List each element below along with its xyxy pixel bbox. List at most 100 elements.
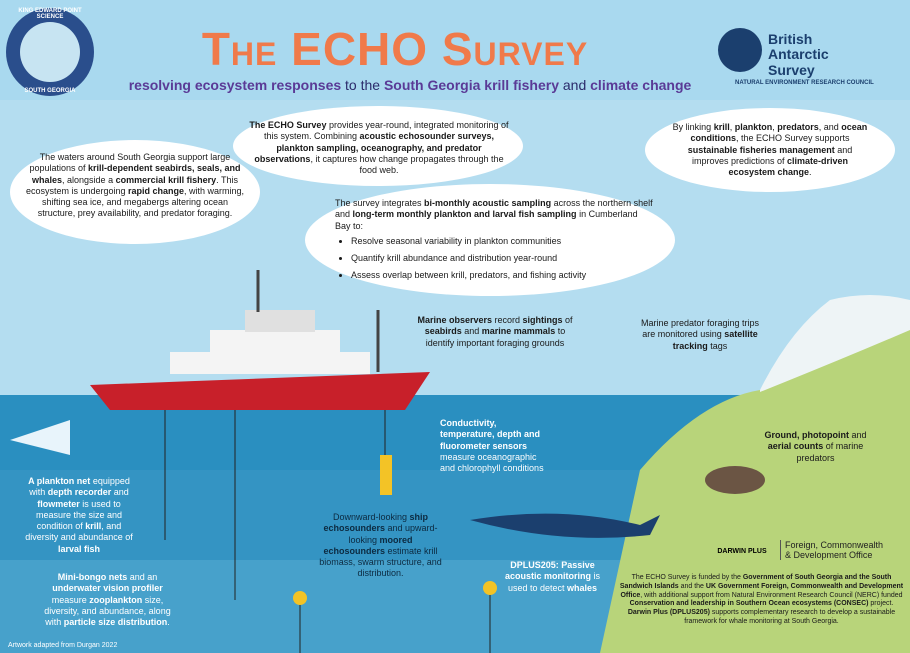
text: tags <box>707 340 728 351</box>
bold-text: seabirds <box>424 326 462 337</box>
text: across the northern shelf and <box>335 198 653 220</box>
text: measure <box>51 594 90 605</box>
text: of <box>562 315 573 325</box>
bold-text: long-term monthly plankton and larval fi… <box>352 209 577 220</box>
text: , it captures how change propagates thro… <box>310 153 504 175</box>
text: record <box>492 315 523 325</box>
text: , and <box>818 122 842 132</box>
text: , <box>729 122 735 132</box>
text: . This ecosystem is undergoing <box>25 174 238 196</box>
bold-text: bi-monthly acoustic sampling <box>424 198 552 208</box>
bold-text: moored echosounders <box>323 534 413 556</box>
aims-list: Resolve seasonal variability in plankton… <box>335 236 655 282</box>
bold-text: The ECHO Survey <box>249 120 327 130</box>
aim: Resolve seasonal variability in plankton… <box>351 236 655 247</box>
text: and upward-looking <box>348 523 438 545</box>
aim: Quantify krill abundance and distributio… <box>351 253 655 264</box>
text: estimate krill biomass, swarm structure,… <box>319 545 442 579</box>
bold-text: Marine observers <box>417 315 492 325</box>
badge-top: KING EDWARD POINT SCIENCE <box>18 8 82 20</box>
text: and <box>461 326 482 337</box>
passive: DPLUS205: Passive acoustic monitoring is… <box>505 560 600 594</box>
intro: The waters around South Georgia support … <box>25 152 245 220</box>
bongo: Mini-bongo nets and an underwater vision… <box>40 572 175 628</box>
text: measure oceanographic and chlorophyll co… <box>440 451 544 473</box>
text: is used to measure the size and conditio… <box>35 498 123 532</box>
text: and <box>848 430 867 440</box>
text: and an <box>127 572 158 582</box>
aim: Assess overlap between krill, predators,… <box>351 270 655 281</box>
text: provides year-round, integrated monitori… <box>263 120 509 142</box>
text: to identify important foraging grounds <box>425 326 566 348</box>
subtitle: resolving ecosystem responses to the Sou… <box>110 77 710 93</box>
bold-text: particle size distribution <box>63 617 168 627</box>
bold-text: krill <box>713 122 730 132</box>
bold-text: DPLUS205: <box>510 560 559 570</box>
text: and <box>111 487 129 498</box>
bold-text: whales <box>567 582 598 593</box>
aims: The survey integrates bi-monthly acousti… <box>335 198 655 288</box>
bold-text: larval fish <box>57 543 101 554</box>
bold-text: Conductivity, temperature, depth and flu… <box>440 418 541 451</box>
counts: Ground, photopoint and aerial counts of … <box>758 430 873 464</box>
badge-bottom: SOUTH GEORGIA <box>24 88 76 94</box>
text: By linking <box>672 122 714 132</box>
bold-text: acoustic echosounder surveys, plankton s… <box>254 131 495 164</box>
text: . <box>167 617 170 627</box>
bold-text: marine mammals <box>481 326 556 337</box>
bold-text: flowmeter <box>37 498 80 509</box>
bold-text: A plankton net <box>28 476 91 486</box>
text: , the ECHO Survey supports <box>735 133 850 144</box>
observers: Marine observers record sightings of sea… <box>410 315 580 349</box>
bold-text: ocean conditions <box>690 122 868 144</box>
bold-text: Ground, photopoint <box>764 430 849 440</box>
bold-text: satellite tracking <box>672 329 758 351</box>
bold-text: Passive acoustic monitoring <box>505 560 595 582</box>
bold-text: ship echosounders <box>323 512 429 534</box>
text: Marine predator foraging trips are monit… <box>640 318 760 340</box>
bold-text: commercial krill fishery <box>115 174 217 185</box>
text: , with warming, shifting sea ice, and me… <box>37 185 245 219</box>
text: of marine predators <box>796 441 864 463</box>
text: and the <box>678 582 706 590</box>
plankton-net: A plankton net equipped with depth recor… <box>20 476 138 555</box>
bold-text: krill <box>85 521 102 531</box>
bold-text: predators <box>777 122 819 132</box>
funding: The ECHO Survey is funded by the Governm… <box>618 574 905 627</box>
bold-text: sustainable fisheries management <box>687 144 835 155</box>
bold-text: climate-driven ecosystem change <box>728 155 849 177</box>
text: and <box>559 77 591 93</box>
bold-text: krill-dependent seabirds, seals, and wha… <box>32 163 241 185</box>
bold-text: Darwin Plus (DPLUS205) <box>627 609 710 616</box>
tracking: Marine predator foraging trips are monit… <box>640 318 760 352</box>
darwin-logo: DARWIN PLUS <box>717 548 767 555</box>
title: The ECHO Survey <box>201 23 589 75</box>
aims-text: The survey integrates bi-monthly acousti… <box>335 198 655 232</box>
text: size, diversity, and abundance, along wi… <box>44 594 171 628</box>
text: , alongside a <box>62 174 116 185</box>
fcdo-logo: Foreign, Commonwealth & Development Offi… <box>780 540 885 560</box>
bold-text: Conservation and leadership in Southern … <box>629 600 869 608</box>
bold-text: climate change <box>590 77 692 93</box>
text: The survey integrates <box>335 198 425 208</box>
org-name: British Antarctic Survey <box>768 31 829 78</box>
text: in Cumberland Bay to: <box>335 209 638 231</box>
bold-text: Mini-bongo nets <box>57 572 128 582</box>
bold-text: plankton <box>734 122 773 132</box>
echosounders: Downward-looking ship echosounders and u… <box>318 512 443 580</box>
text: project. <box>868 600 894 608</box>
text: to the <box>341 77 384 93</box>
org-sub: NATURAL ENVIRONMENT RESEARCH COUNCIL <box>735 80 874 86</box>
bold-text: aerial counts <box>767 441 824 452</box>
credit: Artwork adapted from Durgan 2022 <box>8 642 118 649</box>
bold-text: Government of South Georgia and the Sout… <box>619 574 892 590</box>
about: The ECHO Survey provides year-round, int… <box>248 120 510 176</box>
text: equipped with <box>29 476 130 498</box>
text: Downward-looking <box>332 512 410 522</box>
bold-text: UK Government Foreign, Commonwealth and … <box>620 582 904 599</box>
text: is used to detect <box>507 571 601 593</box>
text: . <box>809 167 812 177</box>
text: supports complementary research to devel… <box>684 609 896 625</box>
